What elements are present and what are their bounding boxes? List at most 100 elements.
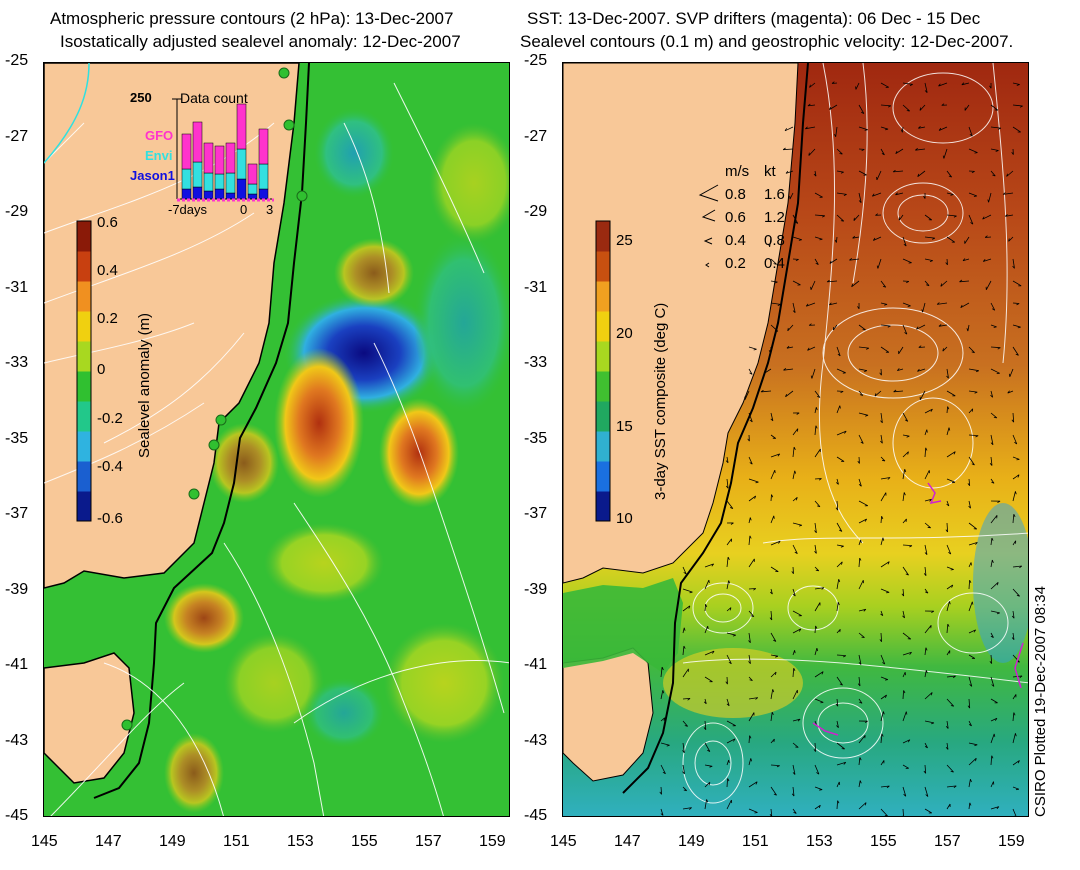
velocity-arrow [858,757,862,766]
velocity-arrow [893,389,904,393]
left-x-tick: 159 [479,833,506,850]
velocity-arrow [1011,632,1015,641]
velocity-arrow [876,258,882,269]
velocity-arrow [836,430,847,436]
velocity-arrow [682,627,686,634]
colorbar-segment [596,461,610,492]
velocity-arrow [810,280,816,290]
velocity-arrow [726,738,736,744]
velocity-arrow [682,764,685,775]
left-colorbar [76,220,92,522]
velocity-arrow [748,758,752,766]
velocity-arrow [924,624,932,634]
inset-bar [225,172,236,194]
velocity-arrow [826,279,838,283]
right-x-tick: 153 [806,833,833,850]
velocity-arrow [748,456,753,465]
velocity-arrow [836,214,845,222]
velocity-arrow [990,755,994,766]
velocity-arrow [1012,694,1017,700]
velocity-arrow [858,346,870,350]
velocity-arrow [1012,808,1017,816]
inset-title: Data count [180,90,248,106]
velocity-arrow [829,104,838,110]
velocity-arrow [945,522,948,533]
velocity-arrow [829,258,838,264]
velocity-arrow [902,451,909,458]
velocity-arrow [852,235,860,239]
colorbar-border [76,220,92,522]
velocity-arrow [989,82,992,89]
velocity-arrow [990,698,998,704]
velocity-arrow [1012,588,1020,597]
velocity-arrow [1012,760,1020,766]
velocity-arrow [946,390,956,397]
velocity-arrow [968,434,979,438]
velocity-arrow [814,647,819,656]
inset-bar [236,103,247,150]
velocity-arrow [770,412,774,422]
velocity-arrow [990,148,999,152]
velocity-arrow [726,654,732,665]
velocity-arrow [938,126,948,131]
left-y-tick: -33 [5,354,29,371]
right-y-tick: -27 [524,127,548,145]
tasmania [44,652,135,784]
velocity-arrow [836,676,843,686]
velocity-arrow [814,602,821,612]
inset-bar [258,188,269,200]
velocity-arrow [880,412,883,424]
velocity-arrow [814,214,826,218]
velocity-arrow [849,257,860,261]
velocity-arrow [902,518,907,524]
velocity-arrow [924,447,928,458]
velocity-arrow [829,302,838,306]
velocity-arrow [924,588,929,594]
velocity-arrow [982,258,992,262]
velocity-arrow [946,544,952,555]
velocity-arrow [1012,280,1022,287]
left-y-tick: -37 [5,505,29,522]
velocity-arrow [945,258,948,266]
velocity-arrow [880,610,884,617]
velocity-arrow [902,632,912,640]
velocity-arrow [682,645,686,656]
inset-legend-gfo: GFO [145,128,174,143]
velocity-arrow [858,698,863,704]
velocity-arrow [880,733,884,744]
velocity-arrow [918,126,926,129]
velocity-arrow [961,82,970,86]
inset-x-label: 3 [266,202,274,217]
velocity-arrow [792,496,798,502]
velocity-arrow [682,720,689,727]
velocity-arrow [770,632,777,642]
velocity-arrow [880,654,886,665]
right-cbar-label: 3-day SST composite (deg C) [652,302,669,500]
velocity-arrow [814,544,817,554]
velocity-arrow [924,692,933,700]
velocity-arrow [924,429,928,436]
velocity-arrow [660,690,665,700]
velocity-arrow [902,302,911,307]
velocity-arrow [1012,346,1019,356]
velocity-arrow [968,580,972,590]
velocity-arrow [1012,302,1020,306]
colorbar-segment [596,311,610,342]
velocity-arrow [858,478,862,487]
velocity-arrow [968,368,979,373]
inset-bar [258,128,269,165]
velocity-arrow [807,103,816,107]
vel-key-ms: 0.6 [725,209,746,226]
velocity-arrow [902,610,905,619]
velocity-key-arrows [698,184,719,268]
velocity-arrow [880,346,890,353]
velocity-arrow [946,698,955,707]
velocity-arrow [836,456,845,462]
velocity-arrow [902,711,908,722]
cool-patch-2 [414,233,509,413]
velocity-arrow [990,412,998,419]
velocity-arrow [967,478,971,487]
right-cbar-tick: 10 [616,510,633,527]
velocity-arrow [946,601,951,612]
velocity-arrow [945,720,949,729]
